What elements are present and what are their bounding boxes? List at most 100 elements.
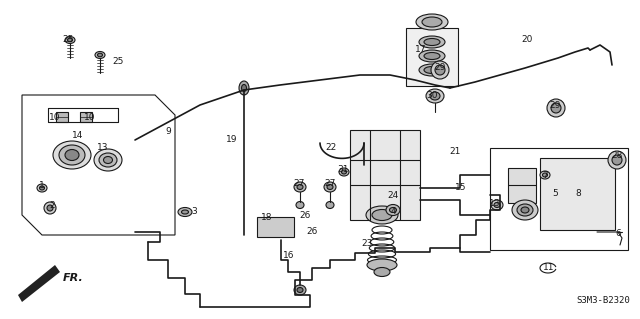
Text: 18: 18	[261, 213, 273, 222]
Ellipse shape	[342, 170, 346, 174]
Text: 25: 25	[112, 57, 124, 66]
Text: 28: 28	[611, 151, 623, 160]
Ellipse shape	[65, 150, 79, 160]
Ellipse shape	[37, 184, 47, 192]
Bar	[80, 112, 92, 122]
Ellipse shape	[239, 81, 249, 95]
Text: 20: 20	[522, 35, 532, 44]
Ellipse shape	[521, 207, 529, 213]
Ellipse shape	[416, 14, 448, 30]
Ellipse shape	[326, 202, 334, 209]
Text: 29: 29	[549, 100, 561, 109]
Ellipse shape	[419, 64, 445, 76]
Text: 7: 7	[542, 170, 548, 180]
Text: 31: 31	[337, 165, 349, 174]
Text: 10: 10	[49, 114, 61, 122]
Text: 11: 11	[543, 263, 555, 272]
Text: 25: 25	[62, 35, 74, 44]
Text: FR.: FR.	[63, 273, 84, 283]
Bar	[540, 158, 615, 230]
Ellipse shape	[297, 287, 303, 293]
Ellipse shape	[297, 184, 303, 189]
Ellipse shape	[94, 149, 122, 171]
FancyBboxPatch shape	[257, 217, 294, 237]
Text: 30: 30	[426, 91, 438, 100]
Text: 26: 26	[307, 227, 317, 236]
Text: 21: 21	[449, 147, 461, 157]
Ellipse shape	[540, 171, 550, 179]
Bar	[56, 112, 68, 122]
Bar	[350, 130, 420, 220]
Ellipse shape	[99, 153, 117, 167]
Ellipse shape	[241, 85, 246, 92]
Ellipse shape	[67, 38, 72, 42]
Ellipse shape	[419, 36, 445, 48]
Text: 13: 13	[97, 144, 109, 152]
Ellipse shape	[294, 285, 306, 295]
Text: 19: 19	[227, 136, 237, 145]
Ellipse shape	[386, 204, 400, 216]
Ellipse shape	[40, 186, 45, 190]
Ellipse shape	[366, 206, 398, 224]
Ellipse shape	[424, 66, 440, 73]
Ellipse shape	[294, 182, 306, 192]
Ellipse shape	[430, 92, 440, 100]
Text: 22: 22	[325, 143, 337, 152]
Text: 27: 27	[293, 179, 305, 188]
Polygon shape	[18, 265, 60, 302]
Text: 1: 1	[39, 181, 45, 189]
Ellipse shape	[296, 202, 304, 209]
Circle shape	[608, 151, 626, 169]
Ellipse shape	[327, 184, 333, 189]
Text: 6: 6	[615, 229, 621, 239]
Ellipse shape	[424, 39, 440, 46]
Text: 27: 27	[324, 179, 336, 188]
Text: 5: 5	[552, 189, 558, 198]
Ellipse shape	[390, 207, 397, 212]
Text: 4: 4	[390, 207, 396, 217]
Ellipse shape	[324, 182, 336, 192]
Ellipse shape	[543, 173, 547, 177]
Circle shape	[435, 65, 445, 75]
Bar	[508, 168, 536, 203]
Circle shape	[547, 99, 565, 117]
Ellipse shape	[59, 145, 85, 165]
Circle shape	[44, 202, 56, 214]
Ellipse shape	[512, 200, 538, 220]
Ellipse shape	[53, 141, 91, 169]
Ellipse shape	[419, 50, 445, 62]
Ellipse shape	[97, 53, 102, 57]
Text: 16: 16	[284, 250, 295, 259]
Ellipse shape	[182, 210, 189, 214]
Ellipse shape	[95, 51, 105, 58]
Bar	[406, 28, 458, 86]
Text: 2: 2	[49, 202, 55, 211]
Circle shape	[47, 205, 53, 211]
Ellipse shape	[104, 157, 113, 164]
Ellipse shape	[491, 200, 503, 210]
Circle shape	[612, 155, 622, 165]
Ellipse shape	[339, 168, 349, 176]
Text: 13: 13	[489, 199, 500, 209]
Ellipse shape	[494, 203, 500, 207]
Text: 9: 9	[165, 128, 171, 137]
Text: 29: 29	[435, 63, 445, 72]
Text: 24: 24	[387, 191, 399, 201]
Ellipse shape	[517, 204, 533, 216]
Ellipse shape	[374, 268, 390, 277]
Ellipse shape	[178, 207, 192, 217]
Ellipse shape	[65, 36, 75, 43]
Ellipse shape	[422, 17, 442, 27]
Text: 10: 10	[84, 114, 96, 122]
Ellipse shape	[424, 53, 440, 60]
Text: 3: 3	[191, 207, 197, 217]
Text: 17: 17	[415, 46, 427, 55]
Text: 15: 15	[455, 182, 467, 191]
Text: S3M3-B2320: S3M3-B2320	[576, 296, 630, 305]
Text: 8: 8	[575, 189, 581, 197]
Circle shape	[551, 103, 561, 113]
Text: 14: 14	[72, 130, 84, 139]
Ellipse shape	[367, 259, 397, 271]
Ellipse shape	[372, 210, 392, 220]
Ellipse shape	[426, 89, 444, 103]
